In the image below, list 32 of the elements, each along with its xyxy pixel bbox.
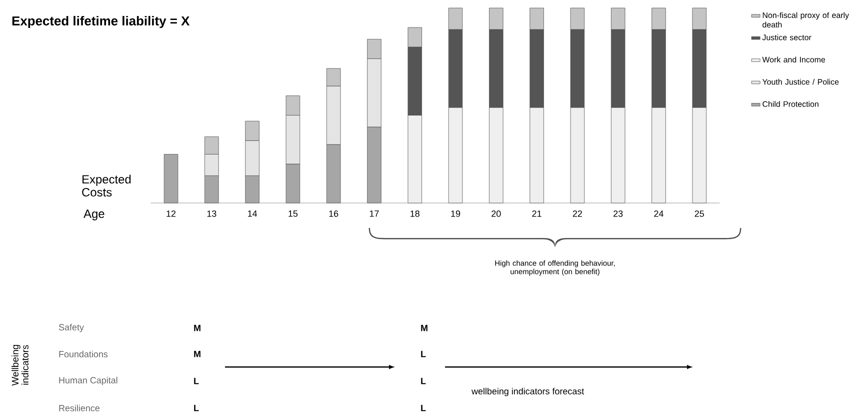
- text: M: [194, 324, 200, 332]
- bar: [164, 154, 178, 204]
- text: M: [194, 350, 200, 358]
- x-tick-label: 18: [410, 210, 420, 217]
- x-tick-label: 12: [166, 210, 176, 217]
- y-axis-title: Expected Costs: [82, 174, 131, 196]
- x-tick-label: 24: [654, 210, 664, 217]
- text: L: [421, 350, 426, 358]
- x-tick-label: 25: [694, 210, 704, 217]
- x-tick-label: 21: [532, 210, 542, 217]
- x-tick-label: 19: [451, 210, 460, 217]
- text: L: [194, 404, 199, 412]
- x-tick-label: 17: [370, 210, 379, 217]
- x-tick-label: 16: [329, 210, 338, 217]
- text: L: [421, 404, 426, 412]
- x-tick-label: 13: [207, 210, 216, 217]
- x-tick-label: 23: [614, 210, 623, 217]
- x-tick-label: 20: [492, 210, 501, 217]
- text: Human Capital: [59, 376, 118, 386]
- x-axis-title: Age: [84, 210, 104, 220]
- text: L: [421, 378, 426, 384]
- text: Resilience: [59, 404, 100, 412]
- text: Wellbeing indicators: [12, 344, 28, 386]
- x-tick-label: 14: [248, 210, 258, 217]
- text: M: [421, 324, 428, 332]
- text: Expected lifetime liability = X: [12, 16, 190, 28]
- text: Safety: [58, 324, 84, 332]
- x-tick-label: 15: [288, 210, 298, 217]
- text: Foundations: [59, 350, 108, 358]
- x-tick-label: 22: [572, 210, 582, 217]
- text: wellbeing indicators forecast: [472, 388, 584, 396]
- text: L: [194, 378, 199, 384]
